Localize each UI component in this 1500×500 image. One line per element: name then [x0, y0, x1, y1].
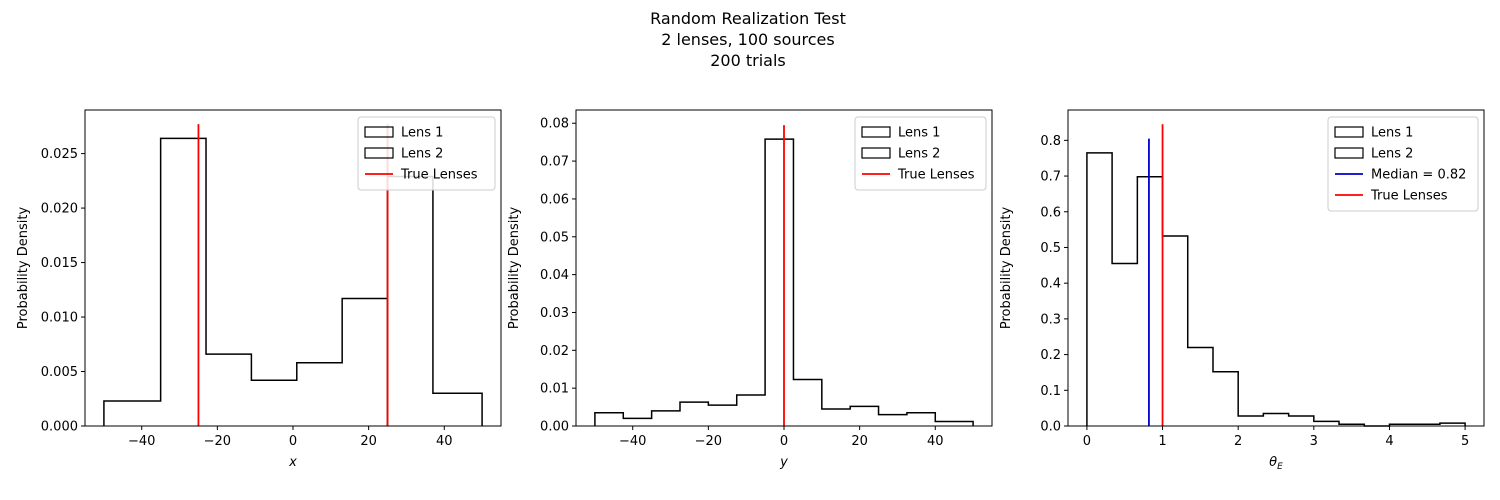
legend-box — [854, 116, 987, 191]
legend-label: Lens 1 — [401, 126, 443, 141]
legend-swatch-patch — [1334, 147, 1364, 159]
panel-theta-histogram: 0 1 2 3 4 5 0.0 0.1 0.2 0.3 0.4 0.5 0.6 0.7 0.8 θE Proba… — [999, 109, 1485, 472]
x-tick-label: −40 — [619, 434, 646, 449]
x-tick-label: 3 — [1310, 434, 1318, 449]
histogram-step-lens-1 — [103, 137, 389, 426]
x-tick-label: 2 — [1234, 434, 1242, 449]
y-axis-label: Probability Density — [999, 207, 1014, 330]
y-axis-label: Probability Density — [16, 207, 31, 330]
legend-box — [357, 116, 496, 191]
legend-label: True Lenses — [1370, 189, 1448, 204]
x-tick-label: −20 — [695, 434, 722, 449]
y-tick-label: 0.010 — [41, 311, 78, 326]
y-tick-label: 0.03 — [540, 306, 569, 321]
legend-label: Median = 0.82 — [1371, 168, 1466, 183]
x-axis-label: y — [779, 455, 788, 470]
y-tick-label: 0.04 — [540, 268, 569, 283]
histogram-step-lens-1 — [594, 138, 974, 426]
y-tick-label: 0.6 — [1040, 205, 1061, 220]
y-axis-label: Probability Density — [507, 207, 522, 330]
x-tick-label: 0 — [780, 434, 788, 449]
legend-box — [1327, 116, 1479, 212]
x-tick-label: 0 — [1083, 434, 1091, 449]
legend-swatch-patch — [364, 147, 394, 159]
x-axis-label: θE — [1269, 455, 1283, 472]
y-tick-label: 0.020 — [41, 202, 78, 217]
suptitle-line-3: 200 trials — [710, 51, 786, 70]
x-tick-label: 40 — [927, 434, 944, 449]
legend-swatch-patch — [364, 126, 394, 138]
legend-label: Lens 2 — [401, 147, 443, 162]
x-tick-label: 5 — [1461, 434, 1469, 449]
y-tick-label: 0.3 — [1040, 312, 1061, 327]
legend-swatch-patch — [1334, 126, 1364, 138]
axes-frame — [1067, 109, 1485, 427]
y-tick-label: 0.7 — [1040, 170, 1061, 185]
y-tick-label: 0.5 — [1040, 241, 1061, 256]
y-tick-label: 0.1 — [1040, 384, 1061, 399]
legend: Lens 1 Lens 2 True Lenses — [357, 116, 496, 191]
y-tick-label: 0.05 — [540, 230, 569, 245]
histogram-step-lens-1 — [1086, 152, 1466, 427]
legend-label: Lens 2 — [898, 147, 940, 162]
x-tick-label: −20 — [204, 434, 231, 449]
y-tick-label: 0.02 — [540, 344, 569, 359]
x-tick-label: 1 — [1158, 434, 1166, 449]
x-tick-label: 20 — [360, 434, 377, 449]
y-tick-label: 0.00 — [540, 420, 569, 435]
legend: Lens 1 Lens 2 Median = 0.82 True Lenses — [1327, 116, 1479, 212]
x-tick-label: −40 — [128, 434, 155, 449]
panel-y-histogram: −40 −20 0 20 40 0.00 0.01 0.02 0.03 0.04 0.05 0.06 0… — [507, 109, 993, 470]
y-tick-label: 0.08 — [540, 117, 569, 132]
x-tick-label: 20 — [851, 434, 868, 449]
legend-label: True Lenses — [400, 168, 478, 183]
y-tick-label: 0.07 — [540, 155, 569, 170]
legend-label: Lens 2 — [1371, 147, 1413, 162]
y-tick-label: 0.000 — [41, 420, 78, 435]
legend-label: Lens 1 — [1371, 126, 1413, 141]
x-axis-label: x — [288, 455, 297, 470]
panel-x-histogram: −40 −20 0 20 40 0.000 0.005 0.010 0.015 0.020 0.02… — [16, 109, 502, 470]
y-tick-label: 0.01 — [540, 382, 569, 397]
legend-swatch-patch — [861, 126, 891, 138]
y-tick-label: 0.2 — [1040, 348, 1061, 363]
x-tick-label: 0 — [289, 434, 297, 449]
suptitle-line-2: 2 lenses, 100 sources — [661, 30, 834, 49]
y-tick-label: 0.025 — [41, 147, 78, 162]
y-tick-label: 0.005 — [41, 365, 78, 380]
y-tick-label: 0.4 — [1040, 277, 1061, 292]
x-tick-label: 4 — [1385, 434, 1393, 449]
legend-label: True Lenses — [897, 168, 975, 183]
legend: Lens 1 Lens 2 True Lenses — [854, 116, 987, 191]
legend-label: Lens 1 — [898, 126, 940, 141]
x-tick-label: 40 — [436, 434, 453, 449]
suptitle-line-1: Random Realization Test — [650, 9, 846, 28]
y-tick-label: 0.0 — [1040, 420, 1061, 435]
y-tick-label: 0.015 — [41, 256, 78, 271]
legend-swatch-patch — [861, 147, 891, 159]
y-tick-label: 0.06 — [540, 192, 569, 207]
y-tick-label: 0.8 — [1040, 134, 1061, 149]
